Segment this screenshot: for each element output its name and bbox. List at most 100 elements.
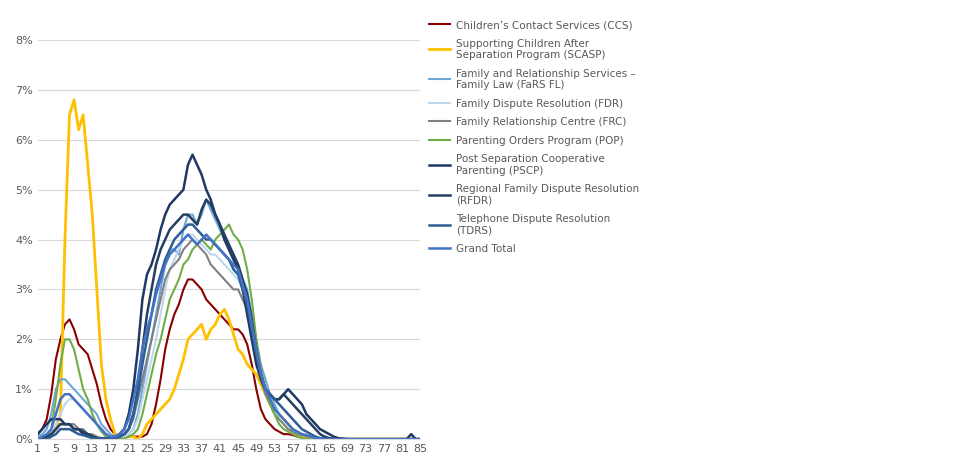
Line: Post Separation Cooperative
Parenting (PSCP): Post Separation Cooperative Parenting (P… [38,155,420,439]
Family Dispute Resolution (FDR) [96,426,107,432]
Children’s Contact Services (CCS) [323,436,335,442]
Post Separation Cooperative
Parenting (PSCP) [342,436,353,442]
Post Separation Cooperative
Parenting (PSCP) [146,262,158,267]
Family Dispute Resolution (FDR) [227,272,239,277]
Grand Total [32,436,44,442]
Parenting Orders Program (POP) [164,296,175,302]
Supporting Children After
Separation Program (SCASP) [69,97,80,103]
Supporting Children After
Separation Program (SCASP) [227,332,239,337]
Post Separation Cooperative
Parenting (PSCP) [227,257,239,262]
Family and Relationship Services –
Family Law (FaRS FL) [32,434,44,439]
Post Separation Cooperative
Parenting (PSCP) [187,152,198,158]
Grand Total [414,436,426,442]
Family and Relationship Services –
Family Law (FaRS FL) [401,436,412,442]
Children’s Contact Services (CCS) [401,436,412,442]
Family Relationship Centre (FRC) [227,287,239,292]
Regional Family Dispute Resolution
(RFDR) [146,287,158,292]
Telephone Dispute Resolution
(TDRS) [396,436,408,442]
Regional Family Dispute Resolution
(RFDR) [150,262,162,267]
Parenting Orders Program (POP) [414,436,426,442]
Line: Family and Relationship Services –
Family Law (FaRS FL): Family and Relationship Services – Famil… [38,200,420,439]
Grand Total [182,232,194,237]
Children’s Contact Services (CCS) [150,401,162,407]
Line: Grand Total: Grand Total [38,234,420,439]
Telephone Dispute Resolution
(TDRS) [182,222,194,227]
Grand Total [96,426,107,432]
Telephone Dispute Resolution
(TDRS) [150,287,162,292]
Telephone Dispute Resolution
(TDRS) [164,247,175,252]
Grand Total [150,292,162,297]
Parenting Orders Program (POP) [150,351,162,357]
Family Relationship Centre (FRC) [150,317,162,322]
Children’s Contact Services (CCS) [414,436,426,442]
Telephone Dispute Resolution
(TDRS) [96,436,107,441]
Supporting Children After
Separation Program (SCASP) [150,411,162,417]
Line: Family Dispute Resolution (FDR): Family Dispute Resolution (FDR) [38,234,420,439]
Family Relationship Centre (FRC) [164,267,175,272]
Children’s Contact Services (CCS) [227,326,239,332]
Family Dispute Resolution (FDR) [164,267,175,272]
Post Separation Cooperative
Parenting (PSCP) [96,436,107,441]
Legend: Children’s Contact Services (CCS), Supporting Children After
Separation Program : Children’s Contact Services (CCS), Suppo… [430,20,640,254]
Family Relationship Centre (FRC) [414,436,426,442]
Family and Relationship Services –
Family Law (FaRS FL) [227,257,239,262]
Parenting Orders Program (POP) [224,222,235,227]
Grand Total [396,436,408,442]
Family Dispute Resolution (FDR) [414,436,426,442]
Line: Supporting Children After
Separation Program (SCASP): Supporting Children After Separation Pro… [38,100,420,439]
Family and Relationship Services –
Family Law (FaRS FL) [164,247,175,252]
Supporting Children After
Separation Program (SCASP) [168,386,180,392]
Supporting Children After
Separation Program (SCASP) [100,396,111,402]
Supporting Children After
Separation Program (SCASP) [414,436,426,442]
Telephone Dispute Resolution
(TDRS) [227,267,239,272]
Grand Total [227,262,239,267]
Line: Telephone Dispute Resolution
(TDRS): Telephone Dispute Resolution (TDRS) [38,225,420,439]
Supporting Children After
Separation Program (SCASP) [32,436,44,442]
Post Separation Cooperative
Parenting (PSCP) [32,431,44,437]
Family and Relationship Services –
Family Law (FaRS FL) [96,421,107,427]
Family Relationship Centre (FRC) [146,337,158,342]
Children’s Contact Services (CCS) [182,277,194,282]
Children’s Contact Services (CCS) [96,401,107,407]
Line: Regional Family Dispute Resolution
(RFDR): Regional Family Dispute Resolution (RFDR… [38,200,420,439]
Family Dispute Resolution (FDR) [396,436,408,442]
Line: Children’s Contact Services (CCS): Children’s Contact Services (CCS) [38,280,420,439]
Regional Family Dispute Resolution
(RFDR) [227,252,239,257]
Family Relationship Centre (FRC) [396,436,408,442]
Regional Family Dispute Resolution
(RFDR) [32,436,44,442]
Line: Parenting Orders Program (POP): Parenting Orders Program (POP) [38,225,420,439]
Parenting Orders Program (POP) [396,436,408,442]
Post Separation Cooperative
Parenting (PSCP) [401,436,412,442]
Regional Family Dispute Resolution
(RFDR) [200,197,212,203]
Family and Relationship Services –
Family Law (FaRS FL) [318,436,330,442]
Family and Relationship Services –
Family Law (FaRS FL) [146,337,158,342]
Family and Relationship Services –
Family Law (FaRS FL) [150,311,162,317]
Post Separation Cooperative
Parenting (PSCP) [150,247,162,252]
Line: Family Relationship Centre (FRC): Family Relationship Centre (FRC) [38,240,420,439]
Regional Family Dispute Resolution
(RFDR) [96,436,107,441]
Telephone Dispute Resolution
(TDRS) [146,311,158,317]
Supporting Children After
Separation Program (SCASP) [396,436,408,442]
Grand Total [164,252,175,257]
Children’s Contact Services (CCS) [164,326,175,332]
Family Relationship Centre (FRC) [96,435,107,441]
Regional Family Dispute Resolution
(RFDR) [414,436,426,442]
Family and Relationship Services –
Family Law (FaRS FL) [414,436,426,442]
Post Separation Cooperative
Parenting (PSCP) [164,202,175,207]
Family Dispute Resolution (FDR) [150,337,162,342]
Children’s Contact Services (CCS) [146,421,158,427]
Regional Family Dispute Resolution
(RFDR) [396,436,408,442]
Post Separation Cooperative
Parenting (PSCP) [414,436,426,442]
Parenting Orders Program (POP) [96,429,107,434]
Family Relationship Centre (FRC) [187,237,198,242]
Supporting Children After
Separation Program (SCASP) [155,406,166,412]
Telephone Dispute Resolution
(TDRS) [414,436,426,442]
Parenting Orders Program (POP) [32,436,44,442]
Family Dispute Resolution (FDR) [32,436,44,442]
Regional Family Dispute Resolution
(RFDR) [164,227,175,232]
Parenting Orders Program (POP) [227,232,239,237]
Family and Relationship Services –
Family Law (FaRS FL) [200,197,212,203]
Grand Total [146,311,158,317]
Parenting Orders Program (POP) [146,371,158,377]
Family Dispute Resolution (FDR) [182,232,194,237]
